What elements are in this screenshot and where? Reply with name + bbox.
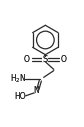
FancyBboxPatch shape — [42, 57, 48, 62]
FancyBboxPatch shape — [13, 77, 24, 81]
Text: O: O — [61, 55, 67, 64]
FancyBboxPatch shape — [16, 95, 24, 99]
FancyBboxPatch shape — [34, 89, 39, 93]
Text: N: N — [34, 86, 39, 95]
FancyBboxPatch shape — [24, 58, 30, 62]
FancyBboxPatch shape — [61, 58, 67, 62]
Text: S: S — [43, 55, 48, 64]
Text: H$_2$N: H$_2$N — [10, 73, 27, 85]
Text: O: O — [61, 55, 67, 64]
Text: N: N — [34, 86, 39, 95]
Text: HO: HO — [14, 92, 26, 101]
Text: H$_2$N: H$_2$N — [10, 73, 27, 85]
Text: S: S — [43, 55, 48, 64]
Text: HO: HO — [14, 92, 26, 101]
Text: O: O — [24, 55, 30, 64]
Text: O: O — [24, 55, 30, 64]
